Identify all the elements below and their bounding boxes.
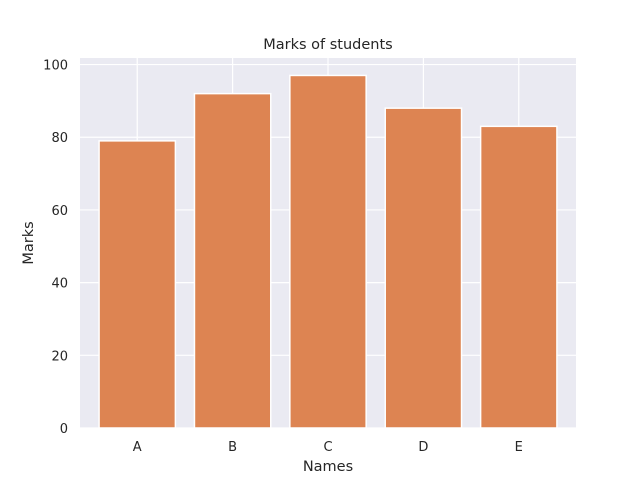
bar-a: [98, 140, 177, 429]
bar-b: [193, 92, 272, 429]
ticks: 0 20 40 60 80 100 A B C D E: [43, 59, 523, 455]
x-tick-label: E: [515, 440, 523, 455]
bar-d: [384, 107, 463, 429]
y-axis-label: Marks: [21, 221, 37, 264]
y-tick-label: 40: [51, 277, 68, 292]
chart-title: Marks of students: [263, 37, 393, 53]
y-tick-label: 20: [51, 349, 68, 364]
y-tick-label: 100: [43, 59, 68, 74]
bars: [98, 74, 558, 429]
x-tick-label: C: [323, 440, 332, 455]
y-tick-label: 60: [51, 204, 68, 219]
x-axis-label: Names: [303, 459, 353, 475]
x-tick-label: B: [228, 440, 237, 455]
bar-c: [289, 74, 367, 429]
bar-e: [479, 125, 558, 429]
y-tick-label: 80: [51, 131, 68, 146]
y-tick-label: 0: [60, 422, 68, 437]
x-tick-label: D: [418, 440, 428, 455]
x-tick-label: A: [133, 440, 142, 455]
